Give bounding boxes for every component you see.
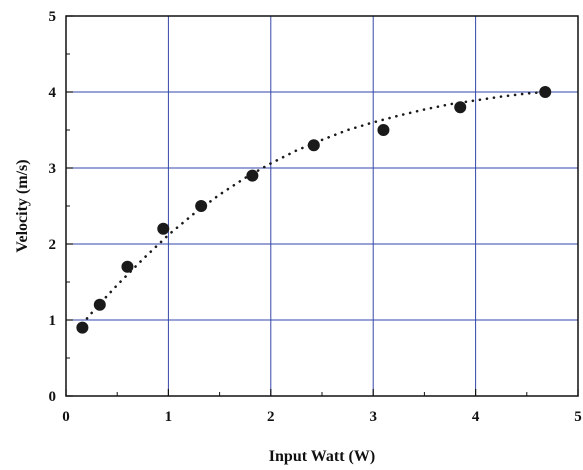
y-tick-label: 5 <box>49 9 57 25</box>
grid-layer <box>66 16 578 396</box>
data-point <box>539 86 552 98</box>
x-axis-title: Input Watt (W) <box>269 448 375 465</box>
x-tick-label: 4 <box>472 409 480 425</box>
x-tick-labels: 0 1 2 3 4 5 <box>62 409 582 425</box>
data-point <box>246 169 259 182</box>
y-tick-label: 4 <box>49 85 57 101</box>
x-tick-label: 3 <box>369 409 377 425</box>
y-tick-label: 3 <box>49 161 57 177</box>
data-point <box>121 260 134 273</box>
y-tick-label: 0 <box>49 389 57 405</box>
data-point <box>377 124 390 136</box>
plot-frame <box>65 15 579 397</box>
data-point <box>307 139 320 152</box>
x-tick-label: 2 <box>267 409 275 425</box>
x-tick-label: 5 <box>574 409 582 425</box>
data-point <box>157 222 170 235</box>
data-point <box>195 200 208 212</box>
y-tick-label: 1 <box>49 313 57 329</box>
data-point <box>93 298 106 311</box>
x-tick-label: 0 <box>62 409 70 425</box>
y-tick-labels: 0 1 2 3 4 5 <box>49 9 57 405</box>
data-point <box>454 101 467 114</box>
y-axis-title: Velocity (m/s) <box>14 159 31 252</box>
ticks-layer <box>65 15 579 397</box>
y-tick-label: 2 <box>49 237 57 253</box>
data-point <box>76 321 89 334</box>
data-points-layer <box>76 86 552 334</box>
x-tick-label: 1 <box>165 409 173 425</box>
